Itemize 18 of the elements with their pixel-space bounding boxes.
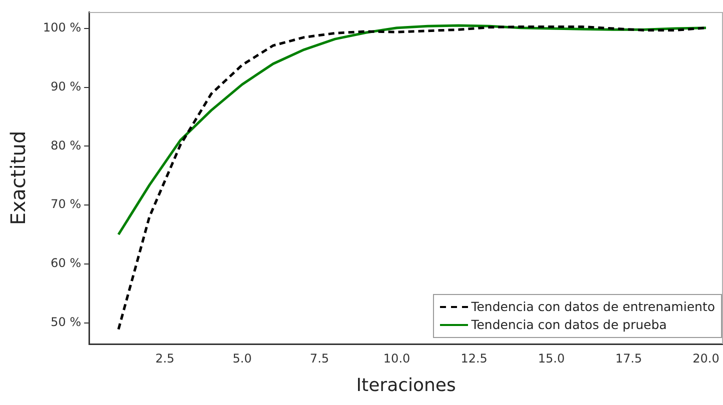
y-tick-label: 50 % <box>50 314 82 329</box>
x-tick-label: 5.0 <box>232 351 252 366</box>
x-tick-label: 12.5 <box>460 351 488 366</box>
x-tick-label: 2.5 <box>155 351 174 366</box>
legend-label: Tendencia con datos de prueba <box>471 316 667 334</box>
x-tick-label: 17.5 <box>615 351 642 366</box>
y-tick-label: 100 % <box>42 20 82 35</box>
y-tick-label: 80 % <box>50 138 82 152</box>
y-tick-label: 70 % <box>50 197 82 212</box>
x-tick-label: 20.0 <box>692 351 720 366</box>
y-tick-label: 60 % <box>50 256 82 270</box>
legend-label: Tendencia con datos de entrenamiento <box>471 298 715 316</box>
y-axis-title: Exactitud <box>6 130 30 226</box>
y-tick-label: 90 % <box>50 79 82 94</box>
x-axis-title: Iteraciones <box>356 374 456 396</box>
x-tick-label: 10.0 <box>383 351 410 366</box>
x-tick-label: 15.0 <box>538 351 565 366</box>
x-tick-label: 7.5 <box>310 351 330 366</box>
